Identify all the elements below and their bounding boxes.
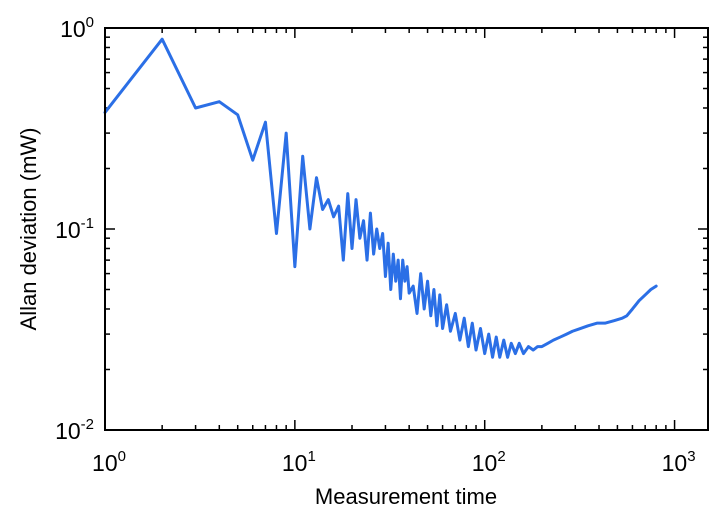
x-tick-label: 100 [92, 448, 126, 476]
y-axis-title: Allan deviation (mW) [16, 128, 41, 331]
tick-labels: 100 101 102 103 10-2 10-1 100 [55, 14, 695, 476]
plot-frame [104, 27, 709, 431]
y-tick-label: 10-1 [55, 215, 94, 243]
x-tick-label: 102 [472, 448, 506, 476]
x-tick-label: 103 [662, 448, 696, 476]
x-tick-label: 101 [282, 448, 316, 476]
y-tick-label: 10-2 [55, 416, 94, 444]
y-tick-label: 100 [60, 14, 94, 42]
x-axis-title: Measurement time [315, 484, 497, 509]
tick-marks [104, 27, 708, 431]
series-line [103, 37, 658, 359]
